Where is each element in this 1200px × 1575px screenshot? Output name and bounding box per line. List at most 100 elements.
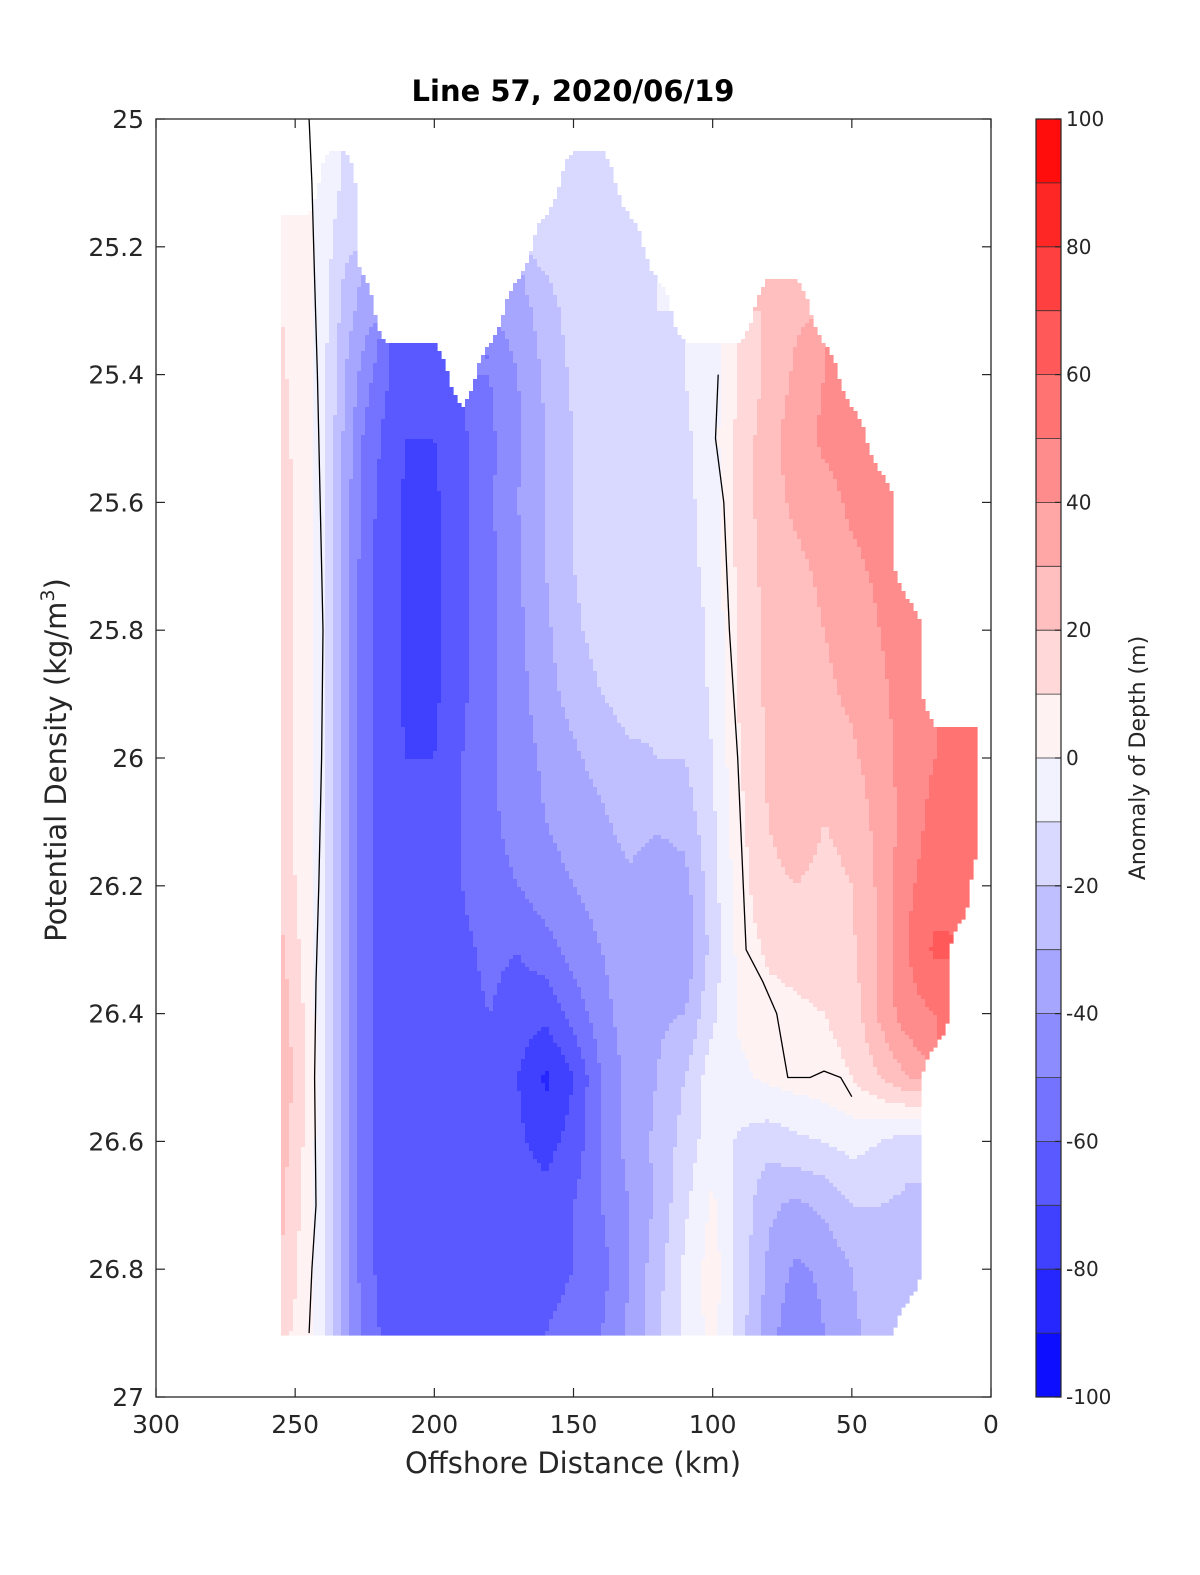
contour-cell xyxy=(373,727,406,732)
contour-cell xyxy=(281,859,294,864)
contour-cell xyxy=(701,599,722,604)
contour-cell xyxy=(709,723,726,728)
contour-cell xyxy=(605,695,710,700)
contour-cell xyxy=(721,355,738,360)
contour-cell xyxy=(893,995,922,1000)
contour-cell xyxy=(717,879,734,884)
contour-cell xyxy=(281,339,286,344)
contour-cell xyxy=(333,563,342,568)
contour-cell xyxy=(877,619,922,624)
contour-cell xyxy=(649,1131,678,1136)
contour-cell xyxy=(281,503,294,508)
contour-cell xyxy=(585,1003,614,1008)
contour-cell xyxy=(537,263,650,268)
contour-cell xyxy=(733,863,750,868)
contour-cell xyxy=(721,523,734,528)
contour-cell xyxy=(721,511,734,516)
contour-cell xyxy=(565,351,686,356)
contour-cell xyxy=(517,363,542,368)
contour-cell xyxy=(877,611,918,616)
contour-cell xyxy=(933,771,978,776)
contour-cell xyxy=(313,1171,326,1176)
contour-cell xyxy=(281,475,294,480)
contour-cell xyxy=(725,635,738,640)
contour-cell xyxy=(373,695,402,700)
contour-cell xyxy=(293,815,314,820)
contour-cell xyxy=(869,799,898,804)
contour-cell xyxy=(725,727,742,732)
contour-cell xyxy=(921,835,978,840)
contour-cell xyxy=(813,859,842,864)
contour-cell xyxy=(705,879,718,884)
contour-cell xyxy=(281,799,294,804)
contour-cell xyxy=(793,367,826,372)
contour-cell xyxy=(801,875,850,880)
contour-cell xyxy=(785,407,822,412)
contour-cell xyxy=(593,659,706,664)
contour-cell xyxy=(573,551,698,556)
contour-cell xyxy=(357,591,374,596)
contour-cell xyxy=(737,607,762,612)
contour-cell xyxy=(541,367,570,372)
contour-cell xyxy=(581,627,706,632)
contour-cell xyxy=(333,591,342,596)
contour-cell xyxy=(441,571,470,576)
contour-cell xyxy=(361,439,382,444)
contour-cell xyxy=(281,407,290,412)
contour-cell xyxy=(313,811,326,816)
contour-cell xyxy=(757,1179,830,1184)
contour-cell xyxy=(341,891,350,896)
contour-cell xyxy=(313,759,326,764)
contour-cell xyxy=(349,499,362,504)
contour-cell xyxy=(349,743,358,748)
contour-cell xyxy=(325,891,334,896)
contour-cell xyxy=(885,659,922,664)
contour-cell xyxy=(469,647,498,652)
contour-cell xyxy=(533,1035,554,1040)
contour-cell xyxy=(485,355,490,360)
contour-cell xyxy=(341,647,350,652)
contour-cell xyxy=(373,679,402,684)
contour-cell xyxy=(341,443,354,448)
contour-cell xyxy=(573,467,694,472)
contour-cell xyxy=(877,955,894,960)
contour-cell xyxy=(573,547,698,552)
contour-cell xyxy=(693,491,722,496)
contour-cell xyxy=(909,927,958,932)
contour-cell xyxy=(541,1167,550,1172)
contour-cell xyxy=(737,379,762,384)
contour-cell xyxy=(341,779,350,784)
contour-cell xyxy=(905,1187,922,1192)
contour-cell xyxy=(333,827,342,832)
contour-cell xyxy=(377,475,406,480)
contour-cell xyxy=(565,959,606,964)
contour-cell xyxy=(313,815,326,820)
contour-cell xyxy=(493,395,522,400)
contour-cell xyxy=(281,399,290,404)
contour-cell xyxy=(281,1175,286,1180)
contour-cell xyxy=(373,743,406,748)
contour-cell xyxy=(325,639,334,644)
contour-cell xyxy=(693,1175,734,1180)
contour-cell xyxy=(777,975,858,980)
contour-cell xyxy=(373,843,462,848)
contour-cell xyxy=(745,835,774,840)
contour-cell xyxy=(293,699,314,704)
contour-cell xyxy=(565,339,686,344)
contour-cell xyxy=(293,835,314,840)
contour-cell xyxy=(925,1003,950,1008)
contour-cell xyxy=(493,1003,562,1008)
contour-cell xyxy=(289,1031,306,1036)
contour-cell xyxy=(693,1047,710,1052)
contour-cell xyxy=(577,1195,602,1200)
contour-cell xyxy=(573,567,702,572)
contour-cell xyxy=(621,1139,650,1144)
contour-cell xyxy=(549,927,594,932)
contour-cell xyxy=(357,747,374,752)
contour-cell xyxy=(341,675,350,680)
contour-cell xyxy=(325,471,334,476)
contour-cell xyxy=(333,687,342,692)
contour-cell xyxy=(601,1067,622,1072)
contour-cell xyxy=(741,755,766,760)
contour-cell xyxy=(313,619,326,624)
